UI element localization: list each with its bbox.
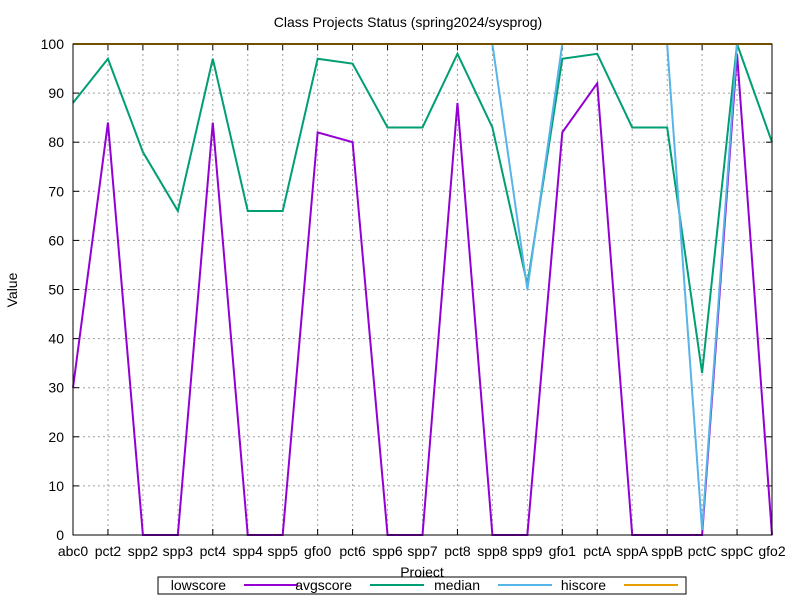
x-tick-label: spp3	[163, 543, 194, 559]
y-tick-label: 90	[48, 85, 64, 101]
legend-label-median: median	[434, 577, 480, 593]
x-tick-label: sppB	[651, 543, 683, 559]
chart-title: Class Projects Status (spring2024/syspro…	[274, 14, 542, 30]
x-tick-label: spp8	[477, 543, 508, 559]
y-tick-label: 10	[48, 478, 64, 494]
x-axis-label: Project	[400, 564, 444, 580]
y-tick-label: 20	[48, 429, 64, 445]
x-axis-ticks: abc0 pct2 spp2 spp3 pct4 spp4 spp5 gfo0 pct6 spp6…	[58, 44, 786, 559]
x-tick-label: gfo2	[758, 543, 785, 559]
x-tick-label: pctC	[688, 543, 717, 559]
x-tick-label: pctA	[583, 543, 612, 559]
legend-label-avgscore: avgscore	[295, 577, 352, 593]
series-line-avgscore	[72, 43, 773, 374]
x-tick-label: abc0	[58, 543, 89, 559]
x-tick-label: pct8	[444, 543, 471, 559]
x-tick-label: sppA	[616, 543, 649, 559]
x-tick-label: spp5	[268, 543, 299, 559]
y-tick-label: 70	[48, 183, 64, 199]
x-tick-label: sppC	[721, 543, 754, 559]
legend-label-hiscore: hiscore	[561, 577, 606, 593]
x-tick-label: spp4	[233, 543, 264, 559]
x-tick-label: spp2	[128, 543, 159, 559]
plot-border	[72, 43, 773, 536]
x-tick-label: pct6	[339, 543, 366, 559]
y-axis-label: Value	[4, 272, 20, 307]
y-tick-label: 60	[48, 232, 64, 248]
y-tick-label: 30	[48, 380, 64, 396]
legend-label-lowscore: lowscore	[171, 577, 226, 593]
x-tick-label: pct2	[95, 543, 122, 559]
x-tick-label: spp9	[512, 543, 543, 559]
y-tick-label: 80	[48, 134, 64, 150]
y-tick-label: 0	[56, 527, 64, 543]
x-tick-label: pct4	[200, 543, 227, 559]
y-tick-label: 50	[48, 282, 64, 298]
y-axis-ticks: 0 10 20 30 40 50 60 70 80 90 100	[41, 36, 772, 543]
y-tick-label: 40	[48, 331, 64, 347]
x-tick-label: gfo0	[304, 543, 331, 559]
x-tick-label: spp6	[372, 543, 403, 559]
x-tick-label: gfo1	[549, 543, 576, 559]
y-tick-label: 100	[41, 36, 65, 52]
x-tick-label: spp7	[407, 543, 438, 559]
legend: lowscore avgscore median hiscore	[157, 576, 687, 595]
